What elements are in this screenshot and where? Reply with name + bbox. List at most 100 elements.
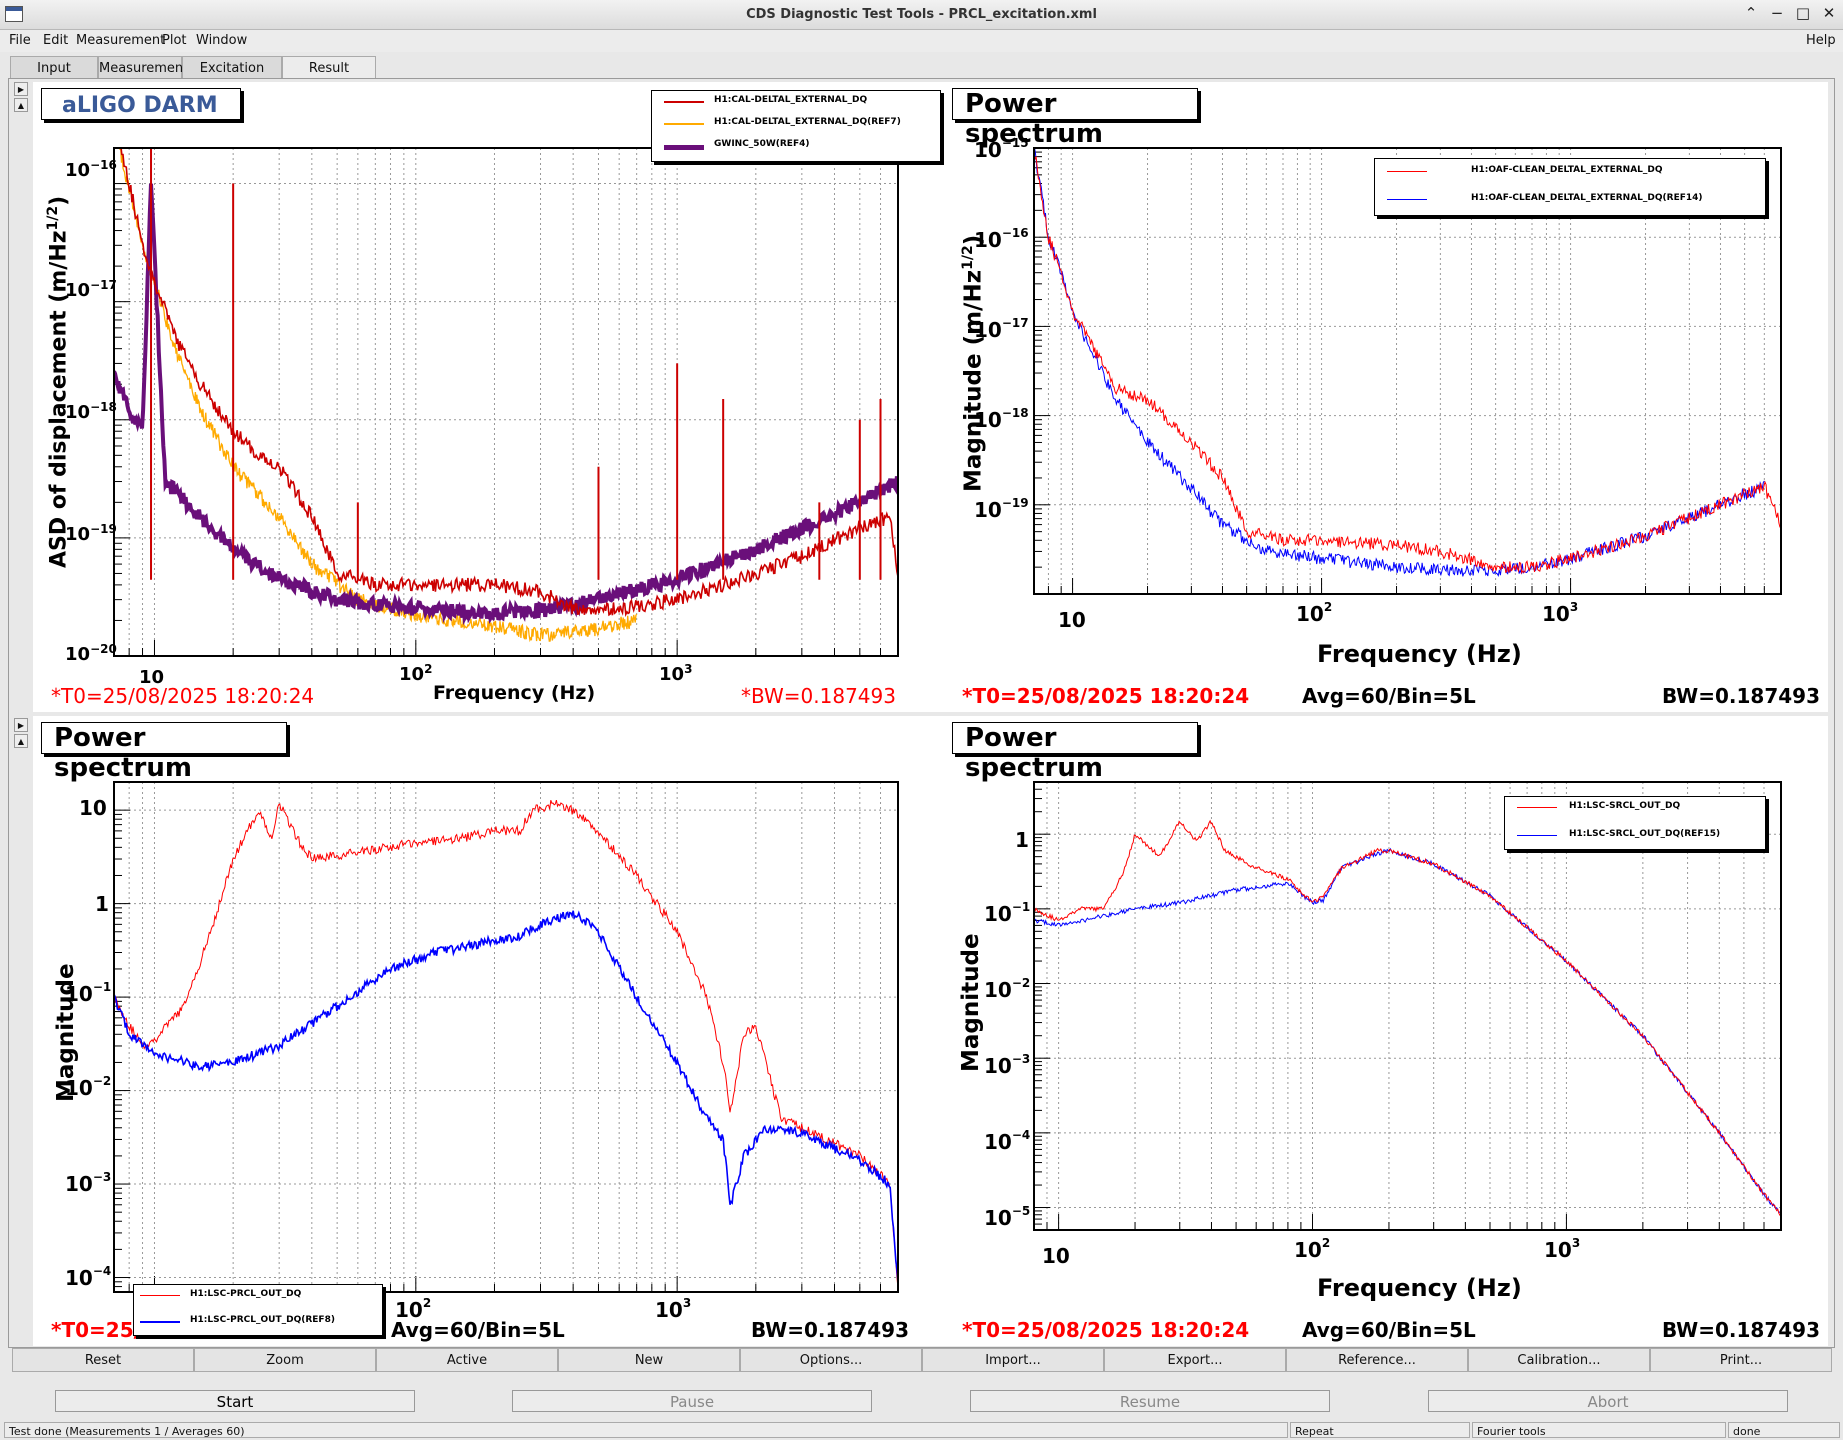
avg-label: Avg=60/Bin=5L — [391, 1318, 565, 1342]
x-tick-label: 102 — [395, 1296, 432, 1322]
status-repeat: Repeat — [1290, 1422, 1470, 1438]
options-button[interactable]: Options... — [740, 1348, 922, 1372]
y-tick-label: 10−3 — [65, 1170, 112, 1196]
avg-label: Avg=60/Bin=5L — [1302, 1318, 1476, 1342]
plot-area[interactable] — [1033, 781, 1782, 1231]
print-button[interactable]: Print... — [1650, 1348, 1832, 1372]
pad3-right-arrow-icon[interactable]: ▶ — [14, 718, 28, 732]
pause-button[interactable]: Pause — [512, 1390, 872, 1412]
active-button[interactable]: Active — [376, 1348, 558, 1372]
reference-button[interactable]: Reference... — [1286, 1348, 1468, 1372]
plot-toolbar: Reset Zoom Active New Options... Import.… — [12, 1348, 1832, 1374]
calibration-button[interactable]: Calibration... — [1468, 1348, 1650, 1372]
y-tick-label: 10 — [79, 796, 107, 820]
legend: H1:LSC-PRCL_OUT_DQ H1:LSC-PRCL_OUT_DQ(RE… — [133, 1284, 383, 1336]
import-button[interactable]: Import... — [922, 1348, 1104, 1372]
pad1-up-arrow-icon[interactable]: ▲ — [14, 98, 28, 112]
avg-label: Avg=60/Bin=5L — [1302, 684, 1476, 708]
legend: H1:CAL-DELTAL_EXTERNAL_DQ H1:CAL-DELTAL_… — [651, 90, 941, 162]
tab-measurement[interactable]: Measurement — [98, 56, 188, 78]
action-bar: Start Pause Resume Abort — [0, 1386, 1843, 1416]
new-button[interactable]: New — [558, 1348, 740, 1372]
x-tick-label: 103 — [1544, 1236, 1581, 1262]
t0-label: *T0=25/ — [51, 1318, 141, 1342]
tab-bar: Input Measurement Excitation Result — [10, 56, 376, 78]
x-tick-label: 102 — [1294, 1236, 1331, 1262]
plot-area[interactable] — [1033, 147, 1782, 595]
maximize-icon[interactable]: □ — [1795, 4, 1811, 22]
legend-swatch — [1387, 171, 1427, 172]
grid — [1034, 148, 1781, 594]
legend-label: H1:LSC-PRCL_OUT_DQ(REF8) — [190, 1315, 335, 1325]
plot-border — [114, 148, 898, 656]
y-tick-label: 1 — [95, 892, 109, 916]
y-tick-label: 10−1 — [984, 900, 1031, 926]
bw-label: *BW=0.187493 — [741, 684, 896, 708]
pad3-up-arrow-icon[interactable]: ▲ — [14, 734, 28, 748]
zoom-button[interactable]: Zoom — [194, 1348, 376, 1372]
plot-pad-oaf[interactable]: Power spectrum H1:OAF-CLEAN_DELTAL_EXTER… — [944, 82, 1828, 712]
abort-button[interactable]: Abort — [1428, 1390, 1788, 1412]
bw-label: BW=0.187493 — [1662, 684, 1820, 708]
minimize-icon[interactable]: − — [1770, 4, 1784, 22]
plot-border — [1034, 148, 1781, 594]
x-tick-label: 10 — [1058, 608, 1086, 632]
plot-border — [114, 782, 898, 1292]
legend-label: H1:LSC-SRCL_OUT_DQ — [1569, 801, 1681, 811]
plot-pad-srcl[interactable]: Power spectrum H1:LSC-SRCL_OUT_DQ H1:LSC… — [944, 716, 1828, 1346]
legend-swatch — [664, 123, 704, 125]
plot-area[interactable] — [113, 781, 899, 1293]
chart-svg — [1034, 782, 1781, 1230]
window-title: CDS Diagnostic Test Tools - PRCL_excitat… — [746, 7, 1097, 22]
plot-pad-darm[interactable]: aLIGO DARM H1:CAL-DELTAL_EXTERNAL_DQ H1:… — [33, 82, 944, 712]
series-line — [114, 910, 898, 1283]
tab-input[interactable]: Input — [10, 56, 98, 78]
legend-label: H1:LSC-SRCL_OUT_DQ(REF15) — [1569, 829, 1721, 839]
y-tick-label: 10−16 — [65, 158, 117, 181]
tab-result[interactable]: Result — [282, 56, 376, 78]
status-message: Test done (Measurements 1 / Averages 60) — [4, 1422, 1288, 1438]
start-button[interactable]: Start — [55, 1390, 415, 1412]
legend-label: H1:OAF-CLEAN_DELTAL_EXTERNAL_DQ — [1471, 165, 1663, 175]
pad1-right-arrow-icon[interactable]: ▶ — [14, 82, 28, 96]
plot-pad-prcl[interactable]: Power spectrum Magnitude 10 1 10−1 10−2 … — [33, 716, 944, 1346]
export-button[interactable]: Export... — [1104, 1348, 1286, 1372]
legend-swatch — [664, 101, 704, 103]
series-line — [1034, 847, 1781, 1214]
x-axis-label: Frequency (Hz) — [1317, 640, 1522, 668]
menu-window[interactable]: Window — [196, 33, 248, 48]
y-tick-label: 10−17 — [65, 278, 117, 301]
x-tick-label: 10 — [139, 667, 165, 688]
shade-icon[interactable]: ⌃ — [1744, 4, 1758, 22]
legend: H1:LSC-SRCL_OUT_DQ H1:LSC-SRCL_OUT_DQ(RE… — [1504, 796, 1766, 850]
menu-file[interactable]: File — [9, 33, 31, 48]
legend-swatch — [1517, 807, 1557, 808]
close-icon[interactable]: ✕ — [1822, 4, 1836, 22]
menu-edit[interactable]: Edit — [43, 33, 69, 48]
reset-button[interactable]: Reset — [12, 1348, 194, 1372]
legend-label: H1:CAL-DELTAL_EXTERNAL_DQ(REF7) — [714, 117, 901, 127]
y-tick-label: 10−18 — [974, 406, 1029, 432]
tab-excitation[interactable]: Excitation — [182, 56, 282, 78]
series-line — [120, 148, 898, 618]
menu-measurement[interactable]: Measurement — [76, 33, 166, 48]
resume-button[interactable]: Resume — [970, 1390, 1330, 1412]
plot-area[interactable] — [113, 147, 899, 657]
y-tick-label: 10−4 — [65, 1264, 112, 1290]
y-axis-label: ASD of displacement (m/Hz1/2) — [45, 195, 72, 568]
status-bar: Test done (Measurements 1 / Averages 60)… — [0, 1420, 1843, 1440]
t0-label: *T0=25/08/2025 18:20:24 — [962, 684, 1250, 708]
menu-help[interactable]: Help — [1806, 33, 1836, 48]
status-state: done — [1728, 1422, 1840, 1438]
series-line — [1034, 148, 1765, 578]
y-tick-label: 10−2 — [984, 976, 1031, 1002]
chart-svg — [1034, 148, 1781, 594]
status-fourier: Fourier tools — [1472, 1422, 1726, 1438]
series-line — [1034, 819, 1781, 1217]
menubar: File Edit Measurement Plot Window Help — [0, 30, 1843, 52]
legend-swatch — [140, 1321, 180, 1323]
t0-label: *T0=25/08/2025 18:20:24 — [962, 1318, 1250, 1342]
grid — [1034, 782, 1781, 1230]
plot-title: aLIGO DARM — [41, 88, 241, 120]
menu-plot[interactable]: Plot — [162, 33, 187, 48]
